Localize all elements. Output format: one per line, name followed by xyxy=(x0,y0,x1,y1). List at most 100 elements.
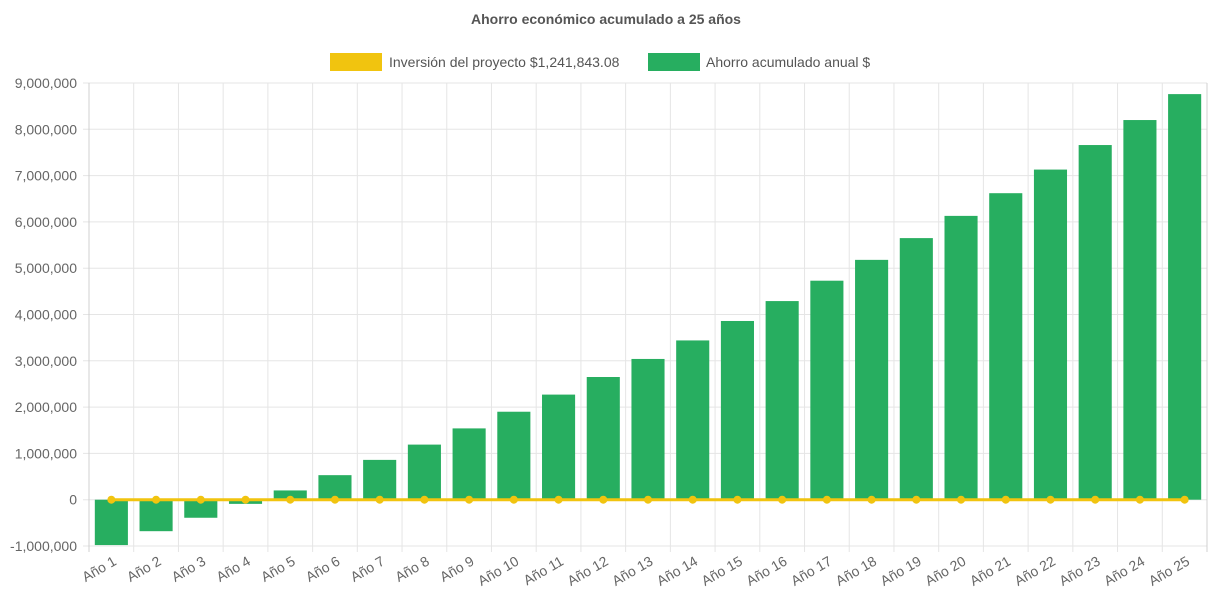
x-tick-label: Año 13 xyxy=(609,553,656,589)
line-point-20[interactable] xyxy=(957,495,966,504)
legend-swatch-investment xyxy=(330,53,382,71)
line-point-21[interactable] xyxy=(1001,495,1010,504)
x-axis: Año 1 Año 2 Año 3 Año 4 Año 5 Año 6 Año 7 Año 8… xyxy=(79,553,1192,589)
line-point-2[interactable] xyxy=(152,495,161,504)
x-tick-label: Año 5 xyxy=(258,553,298,585)
line-point-17[interactable] xyxy=(822,495,831,504)
bar-25[interactable] xyxy=(1168,94,1202,500)
x-tick-label: Año 16 xyxy=(743,553,790,589)
line-point-11[interactable] xyxy=(554,495,563,504)
x-tick-label: Año 7 xyxy=(347,553,387,585)
legend-label-investment: Inversión del proyecto $1,241,843.08 xyxy=(389,54,620,70)
bar-7[interactable] xyxy=(363,459,397,500)
x-tick-label: Año 6 xyxy=(303,553,343,585)
bar-16[interactable] xyxy=(765,301,799,500)
y-tick-label: 3,000,000 xyxy=(15,353,77,369)
y-tick-label: 0 xyxy=(69,492,77,508)
line-point-24[interactable] xyxy=(1135,495,1144,504)
x-tick-label: Año 20 xyxy=(922,553,969,589)
x-tick-label: Año 25 xyxy=(1146,553,1193,589)
x-tick-label: Año 22 xyxy=(1012,553,1059,589)
legend-swatch-savings xyxy=(648,53,700,71)
bar-12[interactable] xyxy=(586,377,620,500)
bar-13[interactable] xyxy=(631,358,665,500)
legend-item-savings[interactable]: Ahorro acumulado anual $ xyxy=(648,53,870,71)
x-tick-label: Año 10 xyxy=(475,553,522,589)
x-tick-label: Año 4 xyxy=(213,553,253,585)
x-tick-label: Año 8 xyxy=(392,553,432,585)
line-point-8[interactable] xyxy=(420,495,429,504)
x-tick-label: Año 1 xyxy=(79,553,119,585)
x-tick-label: Año 23 xyxy=(1056,553,1103,589)
y-tick-label: 5,000,000 xyxy=(15,260,77,276)
bar-23[interactable] xyxy=(1078,145,1112,500)
x-tick-label: Año 9 xyxy=(437,553,477,585)
legend: Inversión del proyecto $1,241,843.08 Aho… xyxy=(330,53,870,71)
y-axis: 9,000,000 8,000,000 7,000,000 6,000,000 5,00… xyxy=(10,75,77,554)
bar-17[interactable] xyxy=(810,280,844,500)
x-tick-label: Año 14 xyxy=(654,553,701,589)
bar-24[interactable] xyxy=(1123,120,1157,500)
x-tick-label: Año 15 xyxy=(699,553,746,589)
grid xyxy=(83,82,1208,552)
line-point-9[interactable] xyxy=(465,495,474,504)
y-tick-label: 8,000,000 xyxy=(15,121,77,137)
bar-series xyxy=(94,94,1202,546)
chart-title: Ahorro económico acumulado a 25 años xyxy=(471,11,741,27)
x-tick-label: Año 11 xyxy=(521,553,567,589)
line-point-15[interactable] xyxy=(733,495,742,504)
y-tick-label: 6,000,000 xyxy=(15,214,77,230)
x-tick-label: Año 19 xyxy=(877,553,924,589)
y-tick-label: 9,000,000 xyxy=(15,75,77,91)
y-tick-label: -1,000,000 xyxy=(10,538,77,554)
line-point-16[interactable] xyxy=(778,495,787,504)
line-series xyxy=(107,495,1189,504)
line-point-5[interactable] xyxy=(286,495,295,504)
bar-18[interactable] xyxy=(855,259,889,500)
line-point-10[interactable] xyxy=(509,495,518,504)
line-point-7[interactable] xyxy=(375,495,384,504)
bar-6[interactable] xyxy=(318,475,352,500)
bar-20[interactable] xyxy=(944,215,978,500)
line-point-19[interactable] xyxy=(912,495,921,504)
bar-22[interactable] xyxy=(1033,169,1068,500)
line-point-23[interactable] xyxy=(1091,495,1100,504)
bar-5[interactable] xyxy=(273,490,307,500)
x-tick-label: Año 21 xyxy=(967,553,1014,589)
bar-3[interactable] xyxy=(184,499,218,518)
x-tick-label: Año 17 xyxy=(788,553,835,589)
line-point-1[interactable] xyxy=(107,495,116,504)
bar-2[interactable] xyxy=(139,499,173,532)
line-point-4[interactable] xyxy=(241,495,250,504)
line-point-12[interactable] xyxy=(599,495,608,504)
y-tick-label: 7,000,000 xyxy=(15,168,77,184)
bar-1[interactable] xyxy=(94,499,128,546)
x-tick-label: Año 18 xyxy=(833,553,880,589)
bar-21[interactable] xyxy=(989,193,1023,500)
x-tick-label: Año 2 xyxy=(124,553,164,585)
line-point-18[interactable] xyxy=(867,495,876,504)
bar-11[interactable] xyxy=(542,394,576,500)
legend-label-savings: Ahorro acumulado anual $ xyxy=(706,54,870,70)
line-point-6[interactable] xyxy=(330,495,339,504)
bar-8[interactable] xyxy=(407,444,441,500)
line-point-3[interactable] xyxy=(196,495,205,504)
line-point-13[interactable] xyxy=(644,495,652,504)
x-tick-label: Año 12 xyxy=(564,553,611,589)
bar-15[interactable] xyxy=(720,320,754,500)
y-tick-label: 1,000,000 xyxy=(15,445,77,461)
x-tick-label: Año 24 xyxy=(1101,553,1148,589)
bar-10[interactable] xyxy=(497,411,531,500)
x-tick-label: Año 3 xyxy=(169,553,209,585)
line-point-14[interactable] xyxy=(688,495,697,504)
line-point-25[interactable] xyxy=(1180,495,1189,504)
legend-item-investment[interactable]: Inversión del proyecto $1,241,843.08 xyxy=(330,53,620,71)
y-tick-label: 4,000,000 xyxy=(15,307,77,323)
bar-19[interactable] xyxy=(899,238,933,500)
bar-14[interactable] xyxy=(676,340,710,500)
line-point-22[interactable] xyxy=(1046,495,1055,504)
y-tick-label: 2,000,000 xyxy=(15,399,77,415)
bar-9[interactable] xyxy=(452,428,486,500)
